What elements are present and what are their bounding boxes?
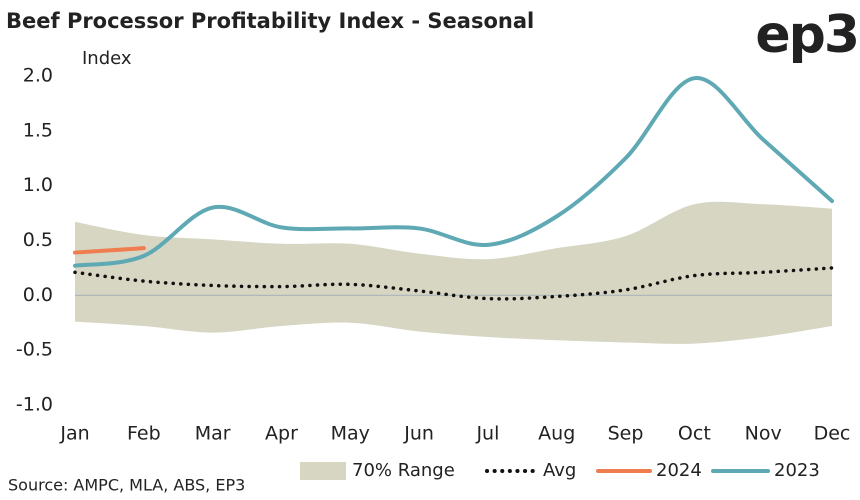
x-tick-label: Aug xyxy=(538,423,575,445)
y-tick-label: 1.5 xyxy=(23,119,53,141)
source: Source: AMPC, MLA, ABS, EP3 xyxy=(8,476,245,495)
x-tick-label: Oct xyxy=(678,423,711,445)
x-tick-label: Sep xyxy=(608,423,644,445)
x-tick-label: Apr xyxy=(265,423,298,445)
x-tick-label: Mar xyxy=(195,423,231,445)
x-tick-label: Dec xyxy=(814,423,851,445)
y-tick-label: 1.0 xyxy=(23,174,53,196)
y-tick-label: 0.5 xyxy=(23,229,53,251)
range-band xyxy=(75,201,832,344)
x-tick-label: May xyxy=(331,423,370,445)
y-tick-label: 2.0 xyxy=(23,65,53,87)
x-tick-label: Jun xyxy=(403,423,434,445)
x-tick-label: Nov xyxy=(745,423,782,445)
x-tick-label: Feb xyxy=(127,423,161,445)
y-tick-label: 0.0 xyxy=(23,284,53,306)
legend-label: 2024 xyxy=(656,460,702,481)
series-line xyxy=(73,76,834,268)
series-line xyxy=(73,246,146,255)
chart-title: Beef Processor Profitability Index - Sea… xyxy=(6,9,534,33)
y-axis-label: Index xyxy=(82,48,132,69)
y-tick-label: -1.0 xyxy=(16,394,53,416)
legend-label: 70% Range xyxy=(352,460,455,481)
legend-label: Avg xyxy=(543,460,576,481)
y-tick-label: -0.5 xyxy=(16,339,53,361)
x-tick-label: Jan xyxy=(59,423,89,445)
legend-swatch xyxy=(300,462,346,480)
x-tick-label: Jul xyxy=(475,423,499,445)
logo: ep3 xyxy=(755,5,858,65)
legend-label: 2023 xyxy=(774,460,820,481)
series-line xyxy=(73,266,834,301)
